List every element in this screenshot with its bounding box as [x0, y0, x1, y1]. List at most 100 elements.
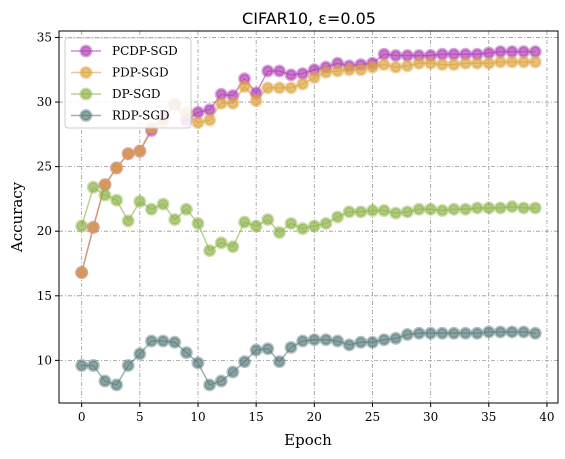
- data-point-rdp-sgd: [86, 359, 100, 373]
- data-point-pdp-sgd: [75, 266, 89, 280]
- data-point-rdp-sgd: [110, 378, 124, 392]
- data-point-rdp-sgd: [389, 331, 403, 345]
- data-point-dp-sgd: [86, 180, 100, 194]
- data-point-pdp-sgd: [121, 147, 135, 161]
- data-point-pcdp-sgd: [493, 45, 507, 59]
- legend-label: DP-SGD: [112, 87, 161, 101]
- data-point-dp-sgd: [156, 197, 170, 211]
- data-point-pcdp-sgd: [389, 49, 403, 63]
- data-point-rdp-sgd: [331, 334, 345, 348]
- plot-frame: [58, 30, 559, 404]
- data-point-rdp-sgd: [238, 355, 252, 369]
- data-point-dp-sgd: [470, 201, 484, 215]
- x-tick-label: 5: [136, 410, 144, 424]
- data-point-pcdp-sgd: [203, 103, 217, 117]
- data-point-dp-sgd: [389, 206, 403, 220]
- data-point-pcdp-sgd: [435, 47, 449, 61]
- data-point-pdp-sgd: [319, 65, 333, 79]
- data-point-rdp-sgd: [214, 374, 228, 388]
- data-point-rdp-sgd: [249, 343, 263, 357]
- data-point-rdp-sgd: [482, 325, 496, 339]
- data-point-dp-sgd: [226, 240, 240, 254]
- data-point-pdp-sgd: [377, 58, 391, 72]
- data-point-pdp-sgd: [226, 96, 240, 110]
- data-point-dp-sgd: [505, 200, 519, 214]
- data-point-pdp-sgd: [342, 63, 356, 77]
- data-point-pdp-sgd: [203, 113, 217, 127]
- data-point-pdp-sgd: [191, 116, 205, 130]
- data-point-rdp-sgd: [98, 374, 112, 388]
- data-point-pdp-sgd: [307, 71, 321, 84]
- x-tick-label: 25: [365, 410, 380, 424]
- legend-item-dp-sgd: DP-SGD: [71, 87, 161, 101]
- data-point-pdp-sgd: [133, 144, 147, 158]
- data-point-pdp-sgd: [238, 80, 252, 94]
- data-point-pcdp-sgd: [482, 46, 496, 60]
- data-point-pcdp-sgd: [272, 64, 286, 78]
- data-point-rdp-sgd: [517, 325, 531, 339]
- data-point-pdp-sgd: [493, 55, 507, 69]
- data-point-rdp-sgd: [470, 326, 484, 340]
- data-point-pdp-sgd: [272, 81, 286, 95]
- data-point-rdp-sgd: [272, 355, 286, 369]
- data-point-rdp-sgd: [424, 326, 438, 340]
- data-point-dp-sgd: [331, 210, 345, 224]
- data-point-rdp-sgd: [226, 365, 240, 379]
- legend-marker: [79, 87, 93, 101]
- data-point-pdp-sgd: [528, 55, 542, 69]
- legend-item-pdp-sgd: PDP-SGD: [71, 66, 169, 80]
- x-tick-label: 10: [190, 410, 205, 424]
- data-point-dp-sgd: [400, 205, 414, 219]
- x-tick-label: 35: [481, 410, 496, 424]
- data-point-dp-sgd: [249, 219, 263, 233]
- data-point-rdp-sgd: [447, 326, 461, 340]
- data-point-dp-sgd: [342, 205, 356, 219]
- data-point-pdp-sgd: [412, 56, 426, 70]
- legend-label: PCDP-SGD: [112, 44, 178, 58]
- legend-item-rdp-sgd: RDP-SGD: [71, 109, 170, 123]
- data-point-dp-sgd: [168, 213, 182, 227]
- data-point-rdp-sgd: [319, 333, 333, 347]
- data-point-dp-sgd: [272, 226, 286, 239]
- series-line-dp-sgd: [80, 186, 536, 252]
- y-tick-label: 15: [37, 289, 52, 303]
- data-point-pcdp-sgd: [447, 47, 461, 61]
- data-point-rdp-sgd: [261, 342, 275, 356]
- series-line-rdp-sgd: [81, 331, 536, 386]
- x-axis-label: Epoch: [284, 431, 332, 449]
- data-point-pdp-sgd: [517, 55, 531, 69]
- data-point-dp-sgd: [214, 236, 228, 250]
- data-point-dp-sgd: [144, 202, 158, 216]
- data-point-rdp-sgd: [412, 326, 426, 340]
- data-point-rdp-sgd: [459, 326, 473, 340]
- data-point-pcdp-sgd: [284, 68, 298, 82]
- data-point-dp-sgd: [412, 202, 426, 216]
- data-point-pcdp-sgd: [377, 47, 391, 61]
- series-dp-sgd: [75, 180, 542, 258]
- data-point-dp-sgd: [493, 201, 507, 215]
- data-point-dp-sgd: [296, 222, 310, 236]
- data-point-rdp-sgd: [377, 333, 391, 347]
- y-tick-label: 35: [37, 30, 52, 44]
- data-point-dp-sgd: [459, 202, 473, 216]
- data-point-pdp-sgd: [482, 56, 496, 70]
- data-point-pcdp-sgd: [400, 49, 414, 63]
- legend-label: RDP-SGD: [112, 109, 170, 123]
- axis-ticks: 0 5 10 15 20 25 30 35 40 10 15 20 25 30 35: [37, 30, 555, 424]
- data-point-pdp-sgd: [296, 77, 310, 91]
- data-point-dp-sgd: [203, 244, 217, 258]
- data-point-rdp-sgd: [191, 356, 205, 370]
- data-point-pdp-sgd: [389, 60, 403, 74]
- data-point-dp-sgd: [528, 201, 542, 215]
- data-point-pdp-sgd: [459, 56, 473, 70]
- data-point-dp-sgd: [424, 202, 438, 216]
- data-point-pdp-sgd: [86, 220, 100, 234]
- data-point-dp-sgd: [238, 215, 252, 229]
- data-point-rdp-sgd: [365, 335, 379, 349]
- legend-item-pcdp-sgd: PCDP-SGD: [71, 44, 178, 58]
- data-point-rdp-sgd: [435, 326, 449, 340]
- data-point-dp-sgd: [482, 201, 496, 215]
- y-tick-label: 10: [37, 353, 52, 367]
- y-axis-label: Accuracy: [8, 181, 26, 253]
